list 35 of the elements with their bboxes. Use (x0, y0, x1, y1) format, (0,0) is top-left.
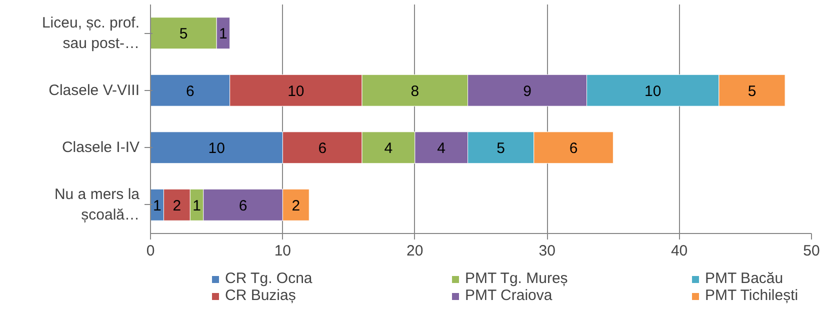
data-label: 6 (238, 197, 248, 214)
y-tick-label: Clasele V-VIII (48, 82, 140, 99)
data-label: 5 (496, 140, 506, 158)
legend-label: PMT Tichilești (705, 287, 800, 304)
y-tick-label: Nu a mers la școală… (54, 186, 140, 224)
legend-label: CR Tg. Ocna (225, 270, 314, 287)
legend-label: CR Buziaș (225, 287, 297, 304)
x-tick-label: 30 (538, 242, 556, 260)
y-tick-label: Liceu, șc. prof. sau post-… (42, 14, 140, 52)
data-label: 10 (644, 82, 662, 100)
data-label: 8 (410, 82, 420, 100)
y-tick-label: Clasele I-IV (62, 139, 140, 156)
data-label: 2 (292, 197, 300, 214)
data-label: 10 (208, 140, 225, 158)
data-label: 9 (523, 82, 532, 100)
data-label: 1 (219, 26, 228, 43)
data-label: 10 (288, 82, 304, 100)
data-label: 6 (186, 82, 194, 100)
data-label: 4 (437, 140, 446, 158)
data-label: 5 (748, 82, 756, 100)
data-label: 1 (192, 197, 201, 214)
x-tick-label: 10 (274, 242, 292, 260)
legend-label: PMT Bacău (705, 270, 784, 287)
legend-label: PMT Craiova (465, 287, 554, 304)
x-tick-label: 20 (406, 242, 424, 260)
data-label: 6 (318, 140, 327, 158)
legend-label: PMT Tg. Mureș (465, 270, 569, 287)
data-label: 6 (569, 140, 578, 158)
x-tick-label: 0 (146, 242, 155, 260)
data-label: 5 (179, 26, 188, 43)
x-tick-label: 40 (670, 242, 688, 260)
data-label: 4 (384, 140, 393, 158)
data-label: 1 (152, 197, 162, 214)
x-tick-label: 50 (803, 242, 820, 260)
data-label: 2 (172, 197, 182, 214)
